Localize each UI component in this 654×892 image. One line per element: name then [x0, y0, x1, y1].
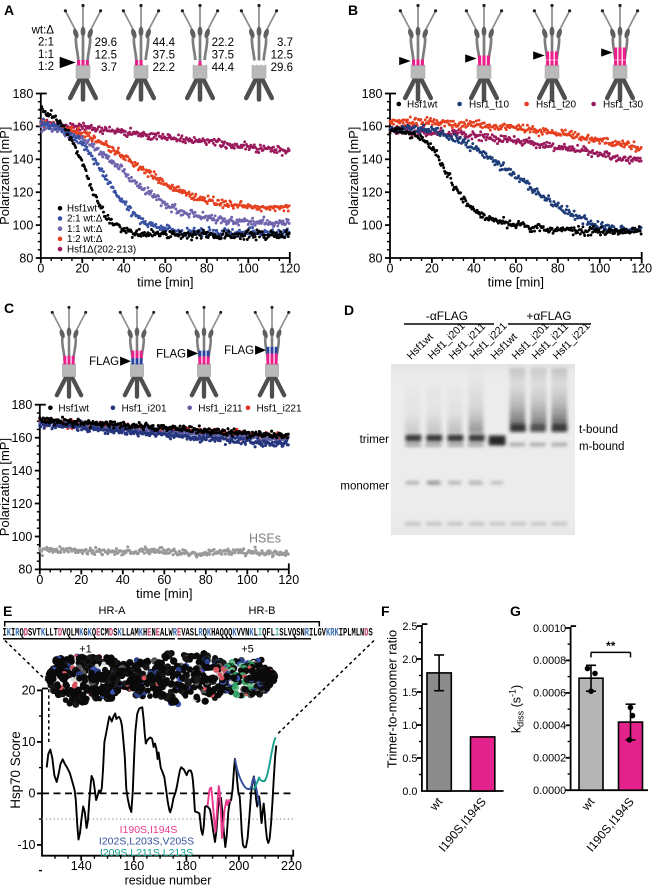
- svg-text:FLAG: FLAG: [89, 356, 119, 368]
- svg-text:160: 160: [12, 120, 33, 134]
- svg-text:1:1: 1:1: [38, 49, 54, 61]
- svg-text:80: 80: [200, 262, 214, 276]
- svg-text:120: 120: [11, 497, 32, 511]
- svg-text:3.7: 3.7: [101, 62, 117, 74]
- svg-text:0: 0: [36, 573, 43, 587]
- svg-text:1:2: 1:2: [38, 61, 54, 73]
- svg-text:FLAG: FLAG: [156, 348, 186, 360]
- svg-text:Hsf1_i211: Hsf1_i211: [198, 403, 243, 414]
- svg-text:Polarization [mP]: Polarization [mP]: [0, 127, 12, 225]
- svg-text:37.5: 37.5: [212, 50, 234, 62]
- svg-text:29.6: 29.6: [271, 62, 293, 74]
- svg-text:Hsf1_i201: Hsf1_i201: [122, 403, 167, 414]
- svg-text:20: 20: [425, 262, 439, 276]
- svg-text:120: 120: [12, 186, 33, 200]
- svg-text:120: 120: [631, 262, 652, 276]
- svg-text:120: 120: [278, 573, 299, 587]
- svg-text:29.6: 29.6: [95, 37, 117, 49]
- svg-text:+1: +1: [79, 644, 92, 656]
- svg-text:Hsf1_t30: Hsf1_t30: [603, 100, 643, 111]
- svg-text:time [min]: time [min]: [137, 275, 193, 290]
- svg-text:Hsf1_t20: Hsf1_t20: [536, 100, 576, 111]
- svg-text:trimer: trimer: [360, 434, 390, 446]
- svg-text:Hsf1wt: Hsf1wt: [58, 403, 89, 414]
- svg-text:2:1: 2:1: [38, 37, 54, 49]
- svg-text:A: A: [4, 2, 14, 18]
- svg-text:D: D: [344, 302, 354, 318]
- svg-text:100: 100: [589, 262, 610, 276]
- svg-text:m-bound: m-bound: [579, 441, 624, 453]
- svg-text:E: E: [3, 603, 12, 619]
- svg-text:FLAG: FLAG: [224, 345, 254, 357]
- svg-text:44.4: 44.4: [212, 62, 235, 74]
- svg-text:20: 20: [74, 573, 88, 587]
- svg-text:80: 80: [369, 251, 383, 265]
- svg-text:40: 40: [117, 262, 131, 276]
- svg-text:22.2: 22.2: [212, 37, 234, 49]
- svg-text:C: C: [4, 300, 14, 316]
- svg-text:140: 140: [362, 153, 383, 167]
- svg-text:HR-A: HR-A: [99, 605, 127, 617]
- svg-text:3.7: 3.7: [277, 37, 293, 49]
- svg-text:time [min]: time [min]: [488, 275, 544, 290]
- svg-text:120: 120: [279, 262, 300, 276]
- svg-text:160: 160: [362, 120, 383, 134]
- svg-text:12.5: 12.5: [271, 50, 293, 62]
- svg-text:80: 80: [19, 251, 33, 265]
- svg-text:HSEs: HSEs: [249, 532, 281, 546]
- svg-text:44.4: 44.4: [153, 37, 176, 49]
- svg-text:180: 180: [362, 87, 383, 101]
- svg-text:100: 100: [12, 218, 33, 232]
- svg-text:Polarization [mP]: Polarization [mP]: [0, 438, 12, 536]
- svg-text:22.2: 22.2: [153, 62, 175, 74]
- svg-text:0: 0: [387, 262, 394, 276]
- svg-text:B: B: [348, 2, 358, 18]
- svg-text:60: 60: [157, 573, 171, 587]
- svg-text:140: 140: [11, 464, 32, 478]
- svg-text:40: 40: [467, 262, 481, 276]
- svg-text:100: 100: [11, 530, 32, 544]
- svg-text:60: 60: [158, 262, 172, 276]
- svg-text:+5: +5: [241, 644, 254, 656]
- svg-text:IKIRQDSVTKLLTDVQLMKGKQECMDSKLL: IKIRQDSVTKLLTDVQLMKGKQECMDSKLLAMKHENEALW…: [3, 626, 374, 639]
- svg-text:Hsf1wt: Hsf1wt: [407, 100, 438, 111]
- svg-text:100: 100: [362, 218, 383, 232]
- svg-text:time [min]: time [min]: [136, 586, 192, 601]
- svg-text:t-bound: t-bound: [579, 424, 618, 436]
- svg-text:Polarization [mP]: Polarization [mP]: [346, 127, 361, 225]
- svg-text:80: 80: [199, 573, 213, 587]
- svg-text:20: 20: [75, 262, 89, 276]
- svg-text:160: 160: [11, 431, 32, 445]
- svg-text:37.5: 37.5: [153, 50, 175, 62]
- svg-text:Hsf1_t10: Hsf1_t10: [469, 100, 509, 111]
- svg-text:100: 100: [238, 262, 259, 276]
- svg-text:monomer: monomer: [340, 481, 389, 493]
- svg-text:Hsf1_i221: Hsf1_i221: [257, 403, 302, 414]
- svg-text:wt:Δ: wt:Δ: [31, 25, 55, 37]
- svg-text:120: 120: [362, 186, 383, 200]
- svg-text:0: 0: [37, 262, 44, 276]
- svg-text:40: 40: [116, 573, 130, 587]
- svg-text:80: 80: [18, 563, 32, 577]
- svg-text:12.5: 12.5: [95, 50, 117, 62]
- svg-text:Hsf1Δ(202-213): Hsf1Δ(202-213): [67, 244, 136, 255]
- svg-text:180: 180: [11, 398, 32, 412]
- svg-text:+αFLAG: +αFLAG: [526, 309, 571, 323]
- svg-text:60: 60: [509, 262, 523, 276]
- svg-text:HR-B: HR-B: [249, 605, 276, 617]
- svg-text:100: 100: [237, 573, 258, 587]
- svg-text:180: 180: [12, 87, 33, 101]
- svg-text:140: 140: [12, 153, 33, 167]
- svg-text:-αFLAG: -αFLAG: [426, 309, 468, 323]
- svg-text:80: 80: [551, 262, 565, 276]
